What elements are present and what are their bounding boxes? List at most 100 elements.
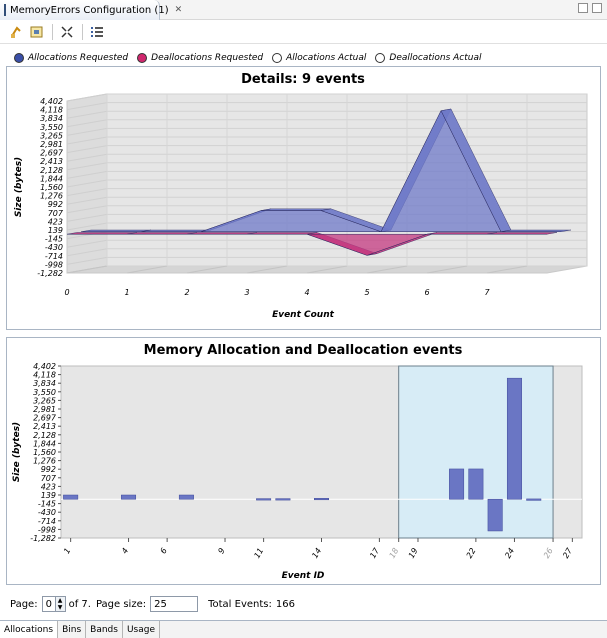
grid-line bbox=[66, 102, 108, 111]
grid-line bbox=[486, 265, 528, 274]
page-input[interactable]: 0 bbox=[41, 596, 56, 612]
toolbar bbox=[0, 20, 607, 44]
legend-item[interactable]: Deallocations Requested bbox=[137, 53, 263, 63]
grid-line bbox=[66, 110, 108, 119]
area-segment bbox=[486, 232, 558, 235]
y-tick-label: 2,413 bbox=[33, 422, 56, 431]
spinner-down-icon[interactable]: ▼ bbox=[57, 604, 63, 611]
total-events-label: Total Events: bbox=[208, 598, 272, 610]
view-tab[interactable]: MemoryErrors Configuration (1) ✕ bbox=[0, 0, 182, 20]
x-tick-label: 26 bbox=[542, 547, 555, 560]
chart-legend: Allocations Requested Deallocations Reque… bbox=[0, 50, 491, 66]
area-segment bbox=[186, 232, 258, 235]
minimize-icon[interactable] bbox=[578, 3, 588, 13]
bottom-tab[interactable]: Bands bbox=[86, 621, 123, 638]
y-tick-label: 2,981 bbox=[33, 405, 56, 414]
x-tick-label: 5 bbox=[364, 288, 369, 297]
legend-item[interactable]: Allocations Actual bbox=[272, 53, 366, 63]
grid-line bbox=[66, 256, 108, 265]
spinner-up-icon[interactable]: ▲ bbox=[57, 597, 63, 604]
legend-label: Allocations Actual bbox=[286, 53, 367, 63]
bar bbox=[526, 498, 542, 501]
legend-item[interactable]: Allocations Requested bbox=[14, 53, 128, 63]
y-tick-label: 1,560 bbox=[33, 448, 56, 457]
bottom-tab[interactable]: Allocations bbox=[0, 621, 59, 638]
y-tick-label: 992 bbox=[48, 200, 63, 209]
y-tick-label: 4,402 bbox=[33, 362, 56, 371]
bar bbox=[63, 494, 79, 500]
y-tick-label: -145 bbox=[38, 500, 56, 509]
bar bbox=[178, 494, 194, 500]
y-tick-label: 2,128 bbox=[33, 431, 56, 440]
bar bbox=[487, 498, 503, 532]
x-tick-label: 0 bbox=[64, 288, 69, 297]
legend-swatch bbox=[375, 53, 386, 63]
y-tick-label: -714 bbox=[38, 517, 56, 526]
legend-label: Deallocations Actual bbox=[389, 53, 482, 63]
y-tick-label: 3,265 bbox=[40, 131, 63, 140]
y-tick-label: 707 bbox=[48, 209, 64, 218]
legend-label: Allocations Requested bbox=[28, 53, 129, 63]
y-tick-label: -1,282 bbox=[30, 534, 56, 543]
details-chart-panel: Details: 9 events 4,402 4,118 3,834 3,550 3,2… bbox=[6, 66, 601, 330]
close-icon[interactable]: ✕ bbox=[174, 5, 183, 15]
grid-line bbox=[66, 239, 108, 248]
x-axis-label: Event ID bbox=[282, 571, 325, 581]
export-icon[interactable] bbox=[29, 24, 45, 40]
x-tick-label: 4 bbox=[120, 547, 130, 556]
y-tick-label: 1,276 bbox=[40, 192, 63, 201]
area-segment bbox=[80, 229, 152, 232]
area-segment bbox=[246, 232, 318, 235]
bottom-tab[interactable]: Usage bbox=[123, 621, 160, 638]
y-tick-label: 1,560 bbox=[40, 183, 63, 192]
highlight-range bbox=[398, 365, 554, 539]
y-tick-label: 3,834 bbox=[40, 114, 63, 123]
page-size-input[interactable]: 25 bbox=[150, 596, 199, 612]
y-tick-label: 3,834 bbox=[33, 379, 56, 388]
zoom-fit-icon[interactable] bbox=[59, 24, 75, 40]
y-tick-label: -1,282 bbox=[37, 269, 63, 278]
bar bbox=[506, 377, 522, 500]
list-icon[interactable] bbox=[89, 24, 105, 40]
grid-line bbox=[66, 205, 108, 214]
chart-title: Memory Allocation and Deallocation event… bbox=[144, 343, 463, 358]
legend-item[interactable]: Deallocations Actual bbox=[375, 53, 482, 63]
x-tick-label: 6 bbox=[159, 547, 169, 556]
grid-line bbox=[306, 265, 348, 274]
x-tick-label: 22 bbox=[465, 547, 478, 560]
events-chart-panel: Memory Allocation and Deallocation event… bbox=[6, 337, 601, 585]
x-tick-label: 17 bbox=[368, 546, 381, 560]
refresh-icon[interactable] bbox=[8, 24, 24, 40]
y-tick-label: 139 bbox=[41, 491, 56, 500]
bottom-tab[interactable]: Bins bbox=[58, 621, 87, 638]
area-front-face bbox=[81, 110, 561, 233]
grid-line bbox=[66, 93, 108, 102]
bar bbox=[449, 468, 465, 500]
area-segment bbox=[426, 232, 498, 235]
series-allocations-requested bbox=[80, 108, 572, 233]
events-chart: Memory Allocation and Deallocation event… bbox=[12, 343, 583, 581]
legend-swatch bbox=[272, 53, 283, 63]
page-spinner[interactable]: ▲ ▼ bbox=[55, 596, 66, 612]
x-tick-label: 14 bbox=[310, 547, 323, 560]
grid-line bbox=[66, 179, 108, 188]
x-tick-label: 11 bbox=[252, 547, 265, 560]
page-count: of 7. bbox=[68, 598, 91, 610]
x-tick-label: 18 bbox=[388, 547, 401, 560]
grid-line bbox=[66, 213, 108, 222]
x-axis-label: Event Count bbox=[272, 310, 335, 320]
y-tick-label: 2,981 bbox=[40, 140, 63, 149]
area-segment bbox=[66, 232, 138, 235]
x-tick-label: 1 bbox=[62, 547, 72, 556]
pager: Page: 0 ▲ ▼ of 7. Page size: 25 Total Eve… bbox=[0, 592, 607, 616]
x-tick-label: 7 bbox=[484, 288, 490, 297]
grid-line bbox=[366, 265, 408, 274]
x-tick-label: 6 bbox=[424, 288, 429, 297]
grid-line bbox=[66, 196, 108, 205]
maximize-icon[interactable] bbox=[592, 3, 602, 13]
bar bbox=[275, 498, 291, 501]
grid-line bbox=[66, 127, 108, 136]
y-tick-label: -430 bbox=[45, 243, 63, 252]
area-segment bbox=[260, 208, 332, 211]
y-tick-label: 3,550 bbox=[40, 123, 63, 132]
